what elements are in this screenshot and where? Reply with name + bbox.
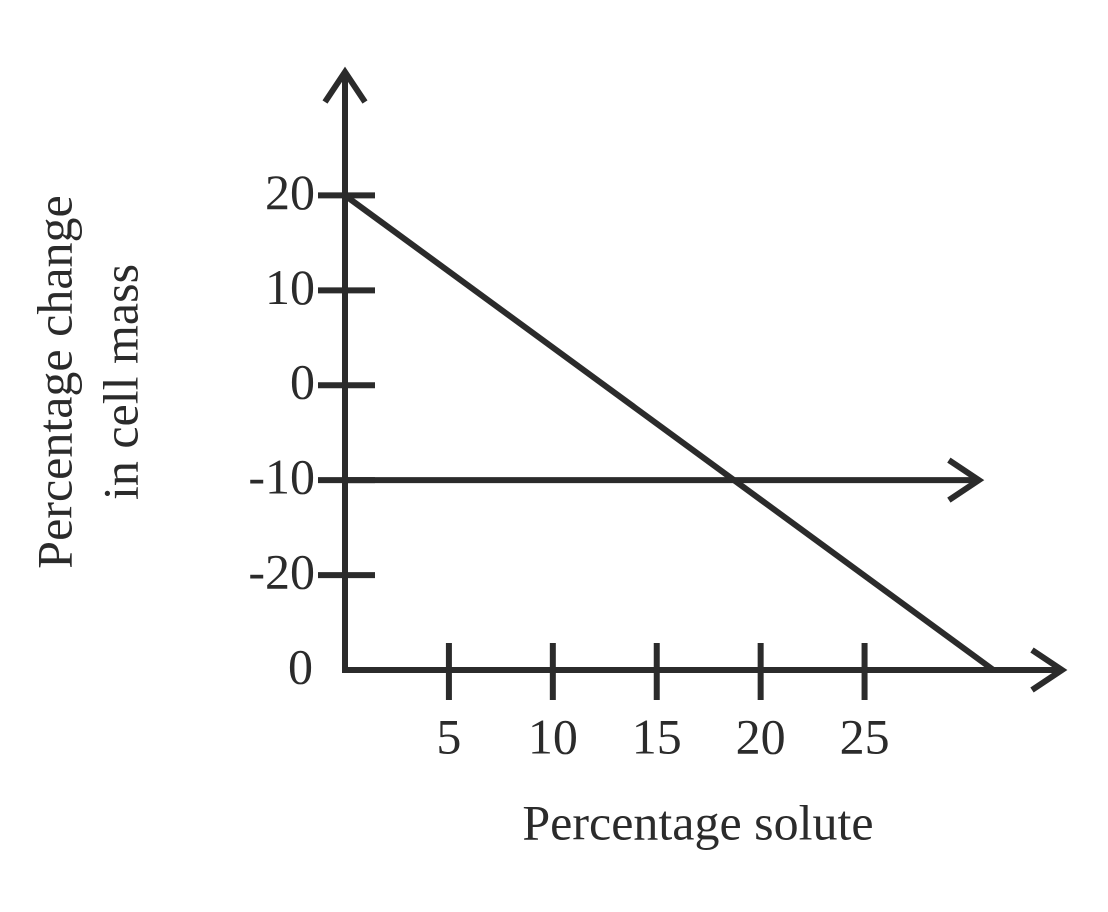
y-tick-label: 20 <box>265 164 315 220</box>
x-tick-label: 10 <box>528 708 578 764</box>
x-tick-label: 15 <box>632 708 682 764</box>
y-tick-label: 0 <box>288 638 313 694</box>
y-axis-title-line: in cell mass <box>92 264 148 500</box>
y-tick-label: -20 <box>248 544 315 600</box>
y-tick-label: 0 <box>290 354 315 410</box>
x-axis-title: Percentage solute <box>522 794 873 850</box>
x-tick-label: 25 <box>840 708 890 764</box>
y-axis-title: Percentage change in cell mass <box>26 195 148 568</box>
y-axis-title-line: Percentage change <box>26 195 82 568</box>
x-tick-label: 5 <box>436 708 461 764</box>
y-tick-label: 10 <box>265 259 315 315</box>
x-axis-arrow <box>1030 647 1068 693</box>
data-line <box>343 192 996 673</box>
y-tick-label: -10 <box>248 449 315 505</box>
y-axis-arrow <box>322 66 368 104</box>
line-arrow <box>947 457 985 503</box>
x-tick-label: 20 <box>736 708 786 764</box>
